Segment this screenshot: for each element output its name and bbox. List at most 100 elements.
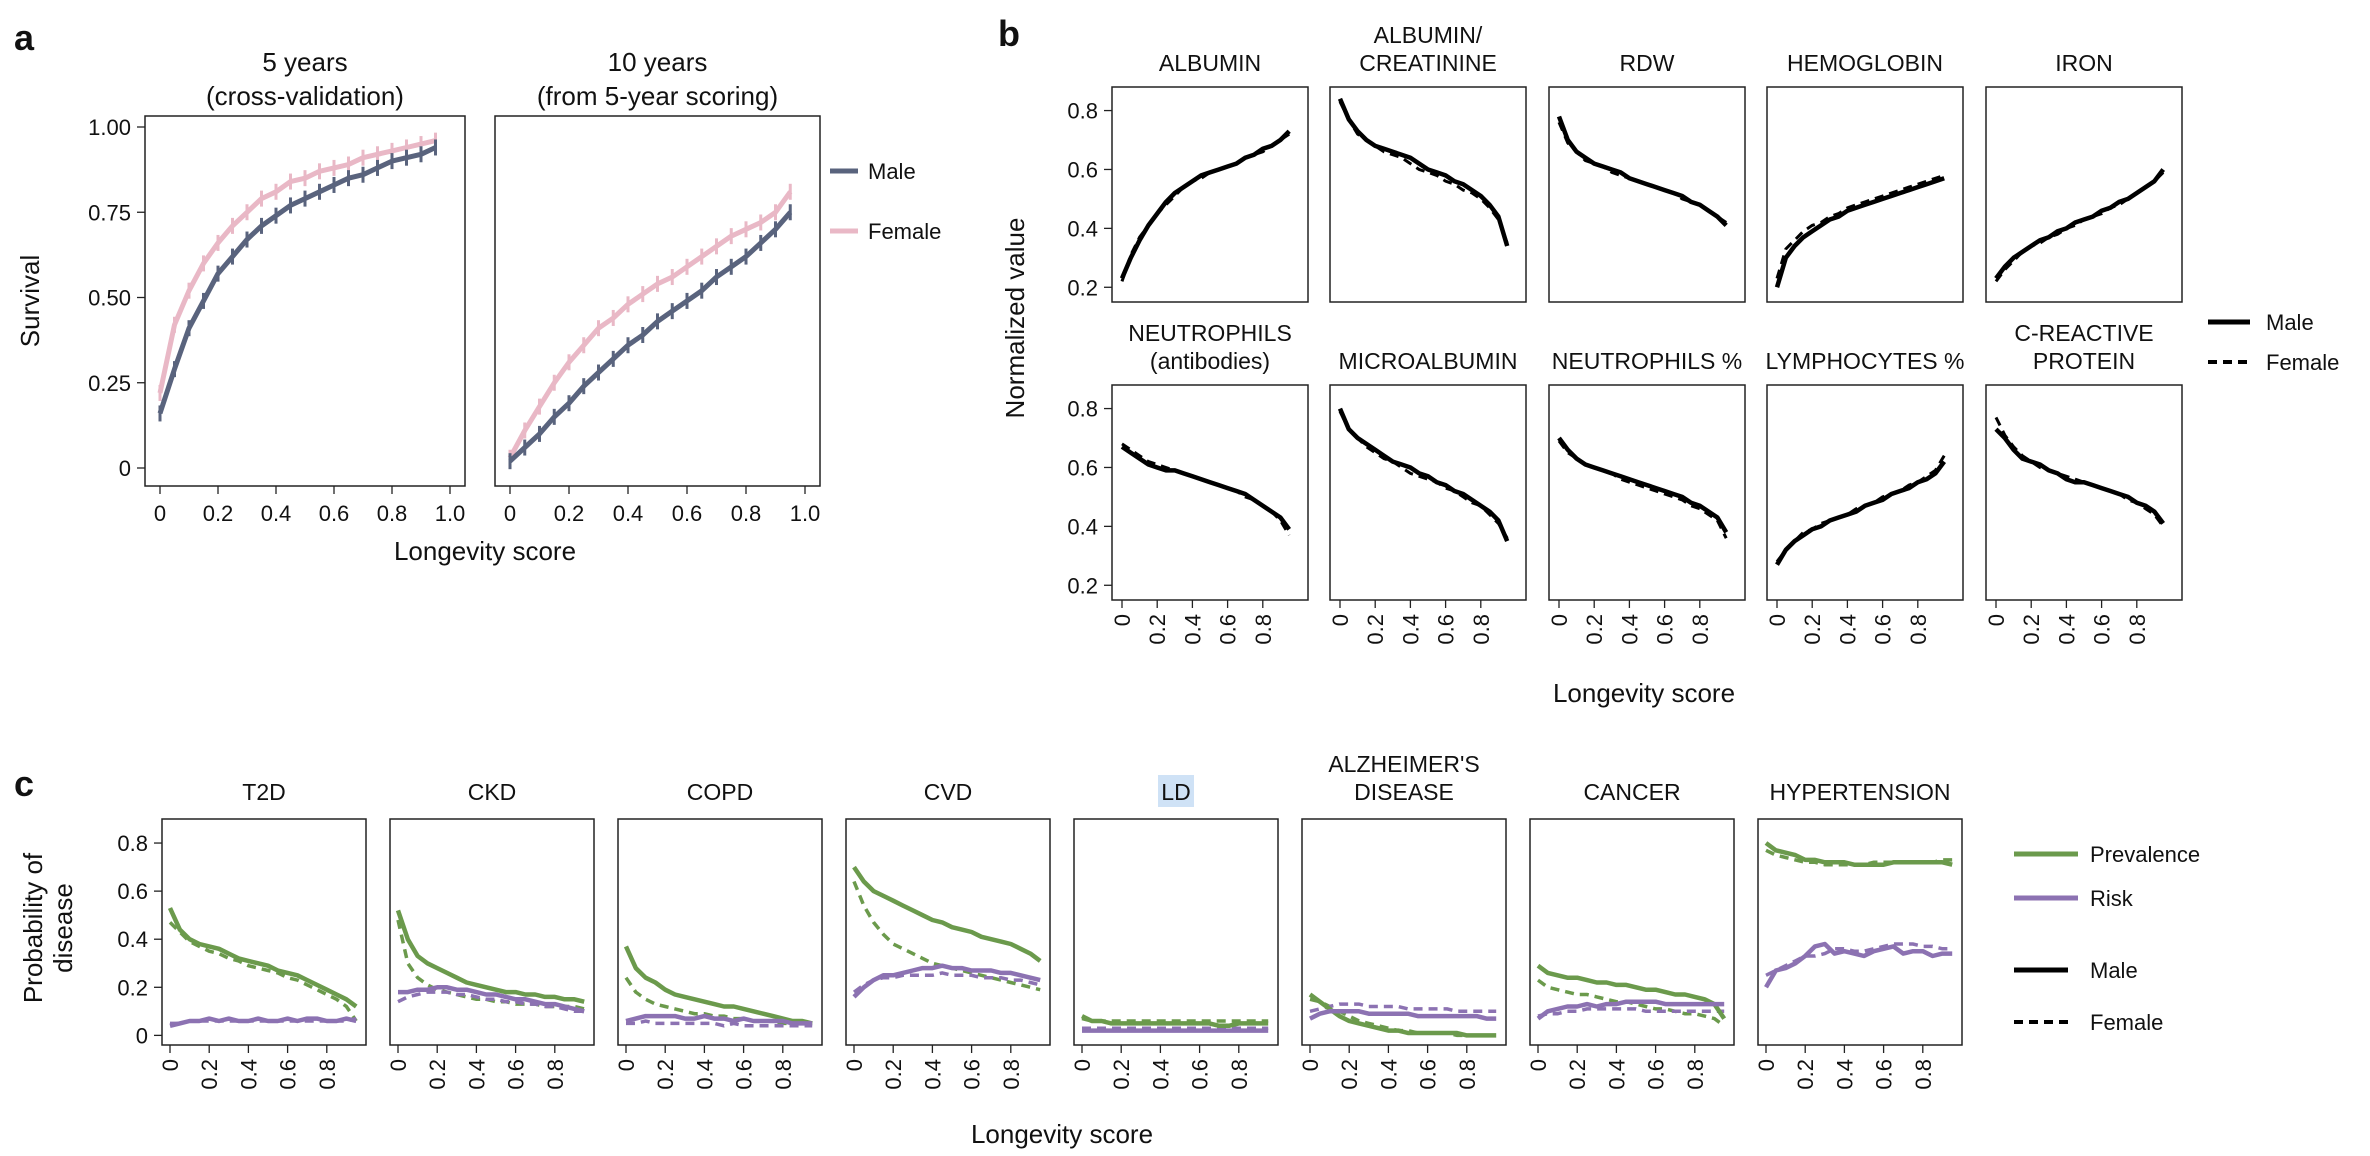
biomarker-panel-hemoglobin: HEMOGLOBIN [1766, 50, 1964, 303]
x-tick-label: 0.4 [920, 1059, 945, 1090]
panel-title: ALBUMIN [1159, 50, 1261, 76]
x-tick-label: 0.2 [2019, 614, 2044, 645]
disease-panel-t2d: T2D 0 0.2 0.4 0.6 0.8 0 0.2 0.4 0.6 0.8 [117, 779, 367, 1090]
x-tick-label: 0.4 [1148, 1059, 1173, 1090]
plot-frame [617, 818, 823, 1046]
y-tick-label: 0.4 [1067, 514, 1098, 539]
y-tick-label: 0.25 [88, 371, 131, 396]
x-tick-label: 0.6 [1434, 614, 1459, 645]
series-line-prevalence-male [852, 865, 1042, 963]
panel-title: T2D [242, 779, 285, 805]
panel-title: CKD [468, 779, 517, 805]
x-tick-label: 0 [1110, 614, 1135, 626]
plot-frame [845, 818, 1051, 1046]
x-tick-label: 0.8 [1688, 614, 1713, 645]
panel-title: (from 5-year scoring) [537, 81, 778, 111]
x-tick-label: 0.2 [1793, 1059, 1818, 1090]
x-tick-label: 0.4 [613, 501, 644, 526]
x-tick-label: 0.6 [276, 1059, 301, 1090]
x-tick-label: 0.2 [1800, 614, 1825, 645]
series-line-male [1119, 129, 1291, 280]
x-tick-label: 0.8 [1911, 1059, 1936, 1090]
series-line-female [157, 138, 437, 394]
x-tick-label: 0.8 [1683, 1059, 1708, 1090]
x-tick-label: 0.6 [732, 1059, 757, 1090]
y-tick-label: 0.8 [1067, 99, 1098, 124]
x-tick-label: 0.2 [197, 1059, 222, 1090]
y-tick-label: 0.50 [88, 286, 131, 311]
plot-frame [1111, 384, 1309, 601]
x-tick-label: 0.4 [1617, 614, 1642, 645]
plot-frame [1766, 86, 1964, 303]
panel-title: (antibodies) [1150, 348, 1270, 374]
series-line-risk-male [1536, 999, 1725, 1021]
legend-label-female: Female [868, 219, 941, 244]
chart-b-biomarkers: ALBUMIN 0.2 0.4 0.6 0.8 ALBUMIN/CREATININE RDW… [1000, 22, 2339, 708]
y-tick-label: 0.2 [1067, 275, 1098, 300]
series-line-male [1120, 444, 1292, 531]
x-tick-label: 0.8 [1455, 1059, 1480, 1090]
x-tick-label: 0.4 [1604, 1059, 1629, 1090]
series-line-prevalence-male [1080, 1014, 1269, 1029]
panel-title: 10 years [608, 47, 708, 77]
survival-panel-5-years: 5 years (cross-validation) 0 0.2 0.4 0.6 0.8 1.… [88, 47, 466, 526]
x-tick-label: 0 [614, 1059, 639, 1071]
x-tick-label: 0.8 [377, 501, 408, 526]
x-tick-label: 0.6 [1872, 1059, 1897, 1090]
y-tick-label: 0.6 [117, 879, 148, 904]
y-axis-label: Survival [15, 255, 45, 347]
disease-panel-cvd: CVD 0 0.2 0.4 0.6 0.8 [842, 779, 1051, 1090]
y-axis-label: Probability of [18, 852, 48, 1003]
x-tick-label: 0.8 [1906, 614, 1931, 645]
series-line-prevalence-male [395, 909, 585, 1004]
chart-c-disease: T2D 0 0.2 0.4 0.6 0.8 0 0.2 0.4 0.6 0.8 CKD 0 0.2 0.4 0… [18, 751, 2200, 1149]
x-tick-label: 0.4 [692, 1059, 717, 1090]
legend-label-prevalence: Prevalence [2090, 842, 2200, 867]
plot-frame [1329, 86, 1527, 303]
x-tick-label: 0.6 [2090, 614, 2115, 645]
x-tick-label: 0 [504, 501, 516, 526]
panel-title: ALBUMIN/ [1374, 22, 1483, 48]
x-tick-label: 0 [1298, 1059, 1323, 1071]
panel-title: HEMOGLOBIN [1787, 50, 1943, 76]
x-tick-label: 0.4 [464, 1059, 489, 1090]
panel-title: (cross-validation) [206, 81, 404, 111]
x-tick-label: 0.4 [1832, 1059, 1857, 1090]
disease-panel-ckd: CKD 0 0.2 0.4 0.6 0.8 [386, 779, 595, 1090]
disease-panel-ld: LD 0 0.2 0.4 0.6 0.8 [1070, 775, 1279, 1090]
series-line-risk-female [1537, 1007, 1725, 1018]
plot-frame [144, 115, 466, 487]
panel-title: CANCER [1583, 779, 1680, 805]
plot-frame [1301, 818, 1507, 1046]
series-line-female [507, 190, 793, 459]
x-tick-label: 0.2 [425, 1059, 450, 1090]
series-line-risk-female [1309, 1002, 1497, 1014]
series-line-risk-female [852, 971, 1041, 994]
x-tick-label: 0.8 [1469, 614, 1494, 645]
y-tick-label: 0.2 [117, 975, 148, 1000]
x-tick-label: 0.8 [771, 1059, 796, 1090]
panel-title: C-REACTIVE [2014, 320, 2153, 346]
x-tick-label: 0.2 [1363, 614, 1388, 645]
series-line-risk-male [169, 1016, 357, 1028]
series-line-male [1994, 427, 2166, 525]
panel-title: 5 years [262, 47, 347, 77]
series-line-male [1337, 97, 1510, 247]
x-tick-label: 0 [1754, 1059, 1779, 1071]
legend-label-female: Female [2090, 1010, 2163, 1035]
x-tick-label: 0.2 [1565, 1059, 1590, 1090]
series-line-male [1994, 168, 2165, 280]
x-tick-label: 0.6 [672, 501, 703, 526]
plot-frame [1757, 818, 1963, 1046]
panel-title: DISEASE [1354, 779, 1454, 805]
plot-frame [1111, 86, 1309, 303]
series-line-male [1774, 176, 1945, 288]
y-tick-label: 0.4 [1067, 216, 1098, 241]
panel-title: CVD [924, 779, 973, 805]
series-line-prevalence-female [852, 880, 1041, 992]
x-tick-label: 0.8 [2125, 614, 2150, 645]
x-tick-label: 0 [1526, 1059, 1551, 1071]
x-tick-label: 0.6 [504, 1059, 529, 1090]
x-tick-label: 0 [158, 1059, 183, 1071]
